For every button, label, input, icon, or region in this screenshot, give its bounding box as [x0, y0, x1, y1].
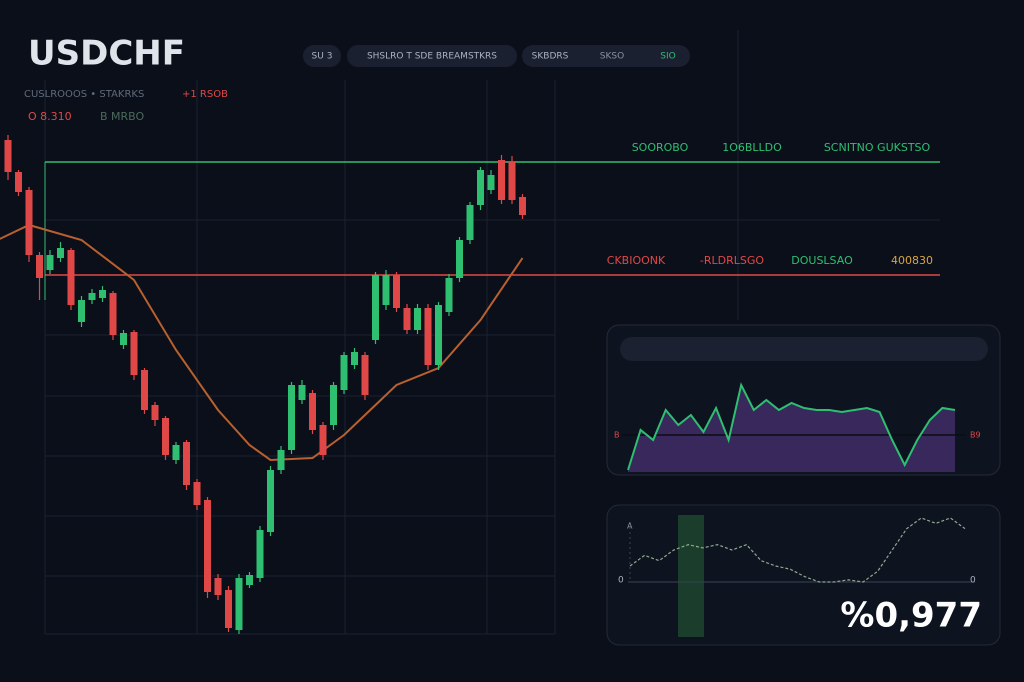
symbol-title: USDCHF	[28, 34, 185, 74]
candle-body	[361, 355, 369, 395]
candle-body	[88, 293, 96, 300]
candle-body	[277, 450, 285, 470]
candle-body	[36, 255, 43, 278]
level-label: SOOROBO	[632, 141, 689, 154]
area-fill	[628, 385, 955, 472]
tab-label: SIO	[660, 52, 675, 62]
panel-label: 0	[970, 576, 976, 586]
candle-body	[67, 250, 75, 305]
level-label: 1O6BLLDO	[722, 141, 782, 154]
candle-body	[309, 393, 316, 430]
candle-body	[141, 370, 148, 410]
level-label: CKBIOONK	[607, 254, 666, 267]
candle-body	[4, 140, 12, 172]
tab-label: SKBDRS	[532, 52, 569, 62]
candle-body	[130, 332, 138, 375]
candle-body	[78, 300, 85, 322]
candle-body	[487, 175, 495, 190]
highlight-band	[678, 515, 704, 637]
candle-body	[456, 240, 463, 278]
candle-body	[445, 278, 453, 312]
candle-body	[151, 405, 159, 420]
level-label: -RLDRLSGO	[700, 254, 764, 267]
candle-body	[403, 308, 411, 330]
area-line	[627, 382, 956, 471]
panel-label: B9	[970, 431, 981, 440]
candle-body	[204, 500, 211, 592]
tab-bar: SU 3 SHSLRO T SDE BREAMSTKRS SKBDRS SKSO…	[303, 45, 690, 67]
tab[interactable]	[347, 45, 517, 67]
price: O 8.310	[28, 110, 72, 123]
candle-body	[340, 355, 348, 390]
candle-body	[25, 190, 33, 255]
moving-average	[0, 223, 524, 462]
candle-body	[214, 578, 222, 595]
candle-body	[172, 445, 180, 460]
candle-body	[15, 172, 22, 192]
tab-label: SKSO	[600, 52, 624, 62]
level-label: 400830	[891, 254, 933, 267]
panel	[606, 504, 1001, 646]
candle-body	[435, 305, 442, 365]
candle-body	[267, 470, 274, 532]
candle-body	[162, 418, 169, 455]
candle-body	[298, 385, 306, 400]
candle-body	[466, 205, 474, 240]
candle-body	[57, 248, 64, 258]
tab-label: SHSLRO T SDE BREAMSTKRS	[367, 52, 497, 62]
candle-body	[99, 290, 106, 298]
tab-label: SU 3	[312, 52, 333, 62]
candle-body	[225, 590, 232, 628]
candle-body	[382, 275, 390, 305]
candle-body	[519, 197, 526, 215]
candle-body	[330, 385, 337, 425]
candle-body	[183, 442, 190, 485]
subtitle: CUSLROOOS • STAKRKS	[24, 89, 144, 100]
candle-body	[46, 255, 54, 270]
candle-body	[393, 275, 400, 308]
tab[interactable]	[522, 45, 690, 67]
volume: B MRBO	[100, 110, 145, 123]
candle-body	[109, 293, 117, 335]
candle-body	[372, 275, 379, 340]
candle-body	[424, 308, 432, 365]
change: +1 RSOB	[182, 89, 228, 100]
candle-body	[498, 160, 505, 200]
candle-body	[508, 162, 516, 200]
search-bar[interactable]	[620, 337, 988, 361]
readout: %0,977	[840, 596, 982, 636]
candle-body	[319, 425, 327, 455]
level-label: DOUSLSAO	[791, 254, 853, 267]
candle-body	[246, 575, 253, 585]
candle-body	[477, 170, 484, 205]
panel-label: 0	[618, 576, 624, 586]
tab[interactable]	[303, 45, 341, 67]
candle-body	[414, 308, 421, 330]
candle-body	[120, 333, 127, 345]
candle-body	[351, 352, 358, 365]
level-label: SCNITNO GUKSTSO	[824, 141, 931, 154]
candle-body	[256, 530, 264, 578]
panel-label: A	[627, 522, 633, 531]
candle-body	[193, 482, 201, 505]
candle-body	[288, 385, 295, 450]
candle-body	[235, 578, 243, 630]
panel-label: B	[614, 431, 620, 440]
